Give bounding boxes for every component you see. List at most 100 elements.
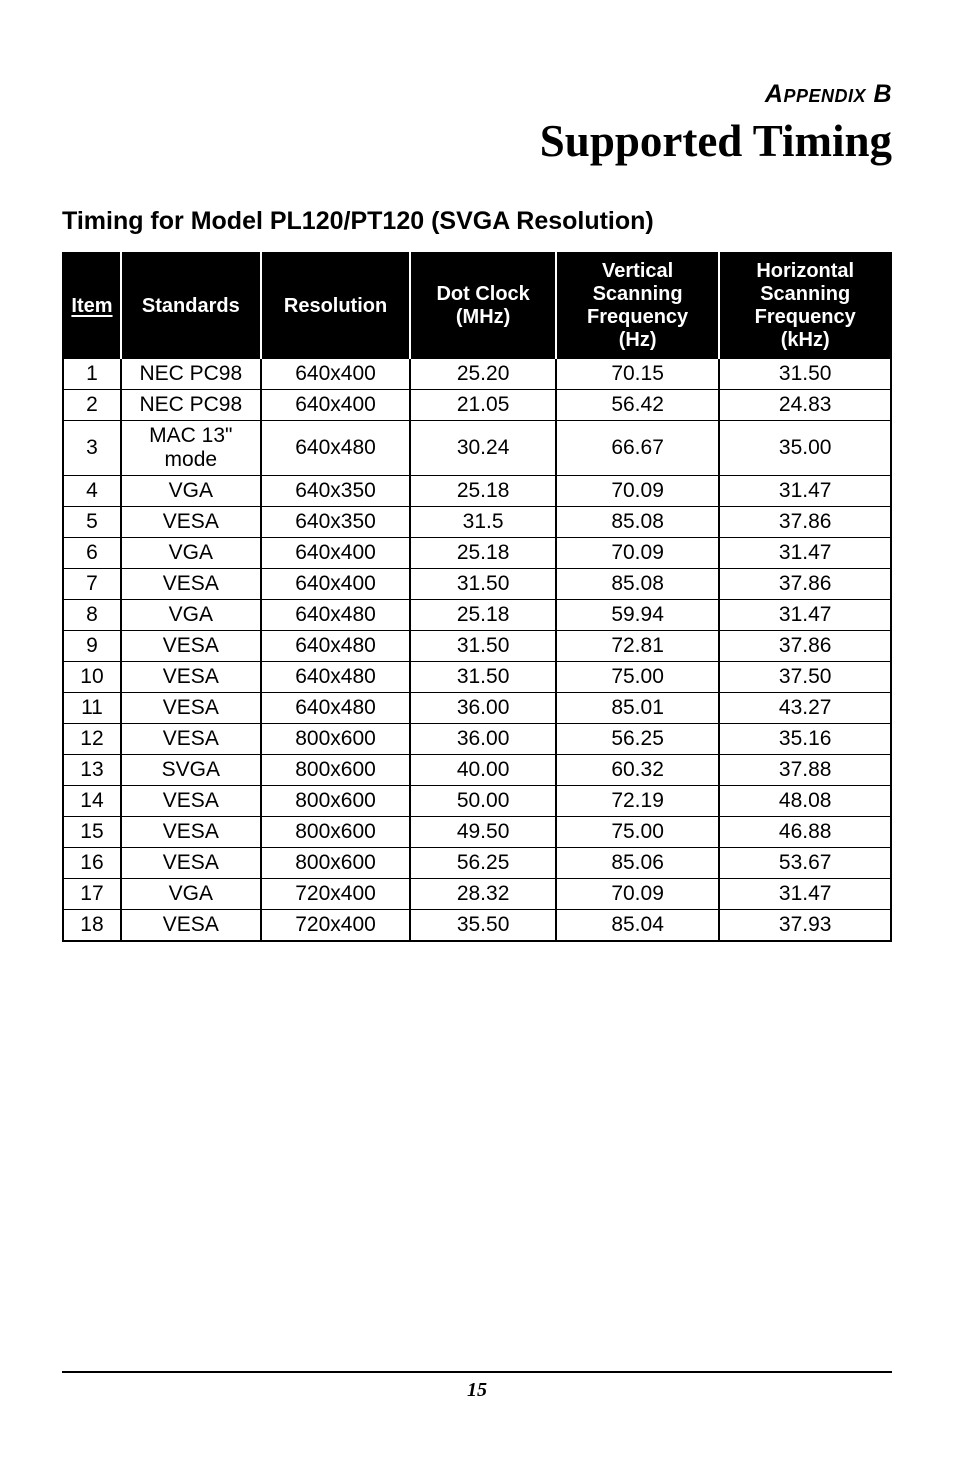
table-cell: 3 [63, 421, 121, 476]
page-footer: 15 [62, 1371, 892, 1402]
table-cell: 85.08 [556, 507, 720, 538]
table-cell: 43.27 [719, 693, 891, 724]
table-row: 5VESA640x35031.585.0837.86 [63, 507, 891, 538]
table-cell: MAC 13"mode [121, 421, 261, 476]
table-cell: 4 [63, 476, 121, 507]
table-row: 13SVGA800x60040.0060.3237.88 [63, 755, 891, 786]
table-row: 4VGA640x35025.1870.0931.47 [63, 476, 891, 507]
table-cell: 66.67 [556, 421, 720, 476]
table-cell: 37.93 [719, 910, 891, 942]
table-cell: 59.94 [556, 600, 720, 631]
table-row: 9VESA640x48031.5072.8137.86 [63, 631, 891, 662]
table-cell: NEC PC98 [121, 390, 261, 421]
table-row: 12VESA800x60036.0056.2535.16 [63, 724, 891, 755]
table-cell: 14 [63, 786, 121, 817]
table-cell: 31.47 [719, 879, 891, 910]
table-cell: 72.19 [556, 786, 720, 817]
table-cell: 640x480 [261, 631, 411, 662]
table-cell: 7 [63, 569, 121, 600]
table-cell: 800x600 [261, 817, 411, 848]
table-cell: 37.86 [719, 569, 891, 600]
table-cell: 800x600 [261, 755, 411, 786]
table-cell: 56.25 [556, 724, 720, 755]
table-cell: 640x480 [261, 693, 411, 724]
col-header-vfreq: VerticalScanningFrequency(Hz) [556, 253, 720, 359]
footer-rule [62, 1371, 892, 1373]
table-cell: 21.05 [410, 390, 555, 421]
table-cell: 36.00 [410, 693, 555, 724]
table-cell: 37.86 [719, 631, 891, 662]
table-cell: VGA [121, 476, 261, 507]
table-cell: 70.09 [556, 879, 720, 910]
table-cell: SVGA [121, 755, 261, 786]
table-cell: 640x400 [261, 359, 411, 390]
col-header-standards: Standards [121, 253, 261, 359]
table-row: 18VESA720x40035.5085.0437.93 [63, 910, 891, 942]
table-cell: 31.50 [410, 631, 555, 662]
table-cell: 36.00 [410, 724, 555, 755]
table-cell: 53.67 [719, 848, 891, 879]
table-cell: 56.42 [556, 390, 720, 421]
table-cell: 15 [63, 817, 121, 848]
table-cell: 720x400 [261, 910, 411, 942]
table-cell: VESA [121, 631, 261, 662]
table-cell: VGA [121, 600, 261, 631]
table-cell: 35.50 [410, 910, 555, 942]
table-cell: 18 [63, 910, 121, 942]
table-cell: 40.00 [410, 755, 555, 786]
table-cell: 75.00 [556, 662, 720, 693]
table-cell: 5 [63, 507, 121, 538]
table-cell: 31.50 [410, 662, 555, 693]
table-cell: VESA [121, 569, 261, 600]
table-cell: 31.47 [719, 476, 891, 507]
table-cell: VESA [121, 507, 261, 538]
table-cell: 49.50 [410, 817, 555, 848]
table-cell: 85.06 [556, 848, 720, 879]
table-cell: 31.5 [410, 507, 555, 538]
table-cell: VESA [121, 724, 261, 755]
table-cell: 35.16 [719, 724, 891, 755]
table-cell: 50.00 [410, 786, 555, 817]
page-number: 15 [62, 1379, 892, 1402]
table-cell: 640x480 [261, 600, 411, 631]
table-row: 6VGA640x40025.1870.0931.47 [63, 538, 891, 569]
section-title: Timing for Model PL120/PT120 (SVGA Resol… [62, 207, 892, 236]
table-cell: 640x350 [261, 507, 411, 538]
table-cell: 37.86 [719, 507, 891, 538]
table-cell: 13 [63, 755, 121, 786]
table-cell: VGA [121, 879, 261, 910]
table-cell: 640x350 [261, 476, 411, 507]
col-header-resolution: Resolution [261, 253, 411, 359]
table-row: 16VESA800x60056.2585.0653.67 [63, 848, 891, 879]
table-cell: 28.32 [410, 879, 555, 910]
table-cell: 6 [63, 538, 121, 569]
table-cell: 640x400 [261, 538, 411, 569]
table-cell: 72.81 [556, 631, 720, 662]
table-cell: 35.00 [719, 421, 891, 476]
table-cell: 640x480 [261, 662, 411, 693]
table-cell: 24.83 [719, 390, 891, 421]
timing-table: Item Standards Resolution Dot Clock(MHz)… [62, 252, 892, 942]
table-cell: 11 [63, 693, 121, 724]
table-cell: 25.18 [410, 538, 555, 569]
table-row: 2NEC PC98640x40021.0556.4224.83 [63, 390, 891, 421]
table-cell: 17 [63, 879, 121, 910]
table-cell: 31.47 [719, 538, 891, 569]
table-cell: 70.09 [556, 476, 720, 507]
table-cell: 56.25 [410, 848, 555, 879]
col-header-hfreq: HorizontalScanningFrequency(kHz) [719, 253, 891, 359]
table-cell: 75.00 [556, 817, 720, 848]
appendix-label: Appendix B [62, 80, 892, 109]
table-header-row: Item Standards Resolution Dot Clock(MHz)… [63, 253, 891, 359]
table-cell: 48.08 [719, 786, 891, 817]
table-cell: 8 [63, 600, 121, 631]
page-title: Supported Timing [62, 115, 892, 167]
table-cell: 640x400 [261, 569, 411, 600]
table-body: 1NEC PC98640x40025.2070.1531.502NEC PC98… [63, 359, 891, 942]
table-row: 10VESA640x48031.5075.0037.50 [63, 662, 891, 693]
table-cell: 9 [63, 631, 121, 662]
table-cell: 85.01 [556, 693, 720, 724]
table-cell: 46.88 [719, 817, 891, 848]
table-cell: 640x400 [261, 390, 411, 421]
table-cell: 31.50 [719, 359, 891, 390]
